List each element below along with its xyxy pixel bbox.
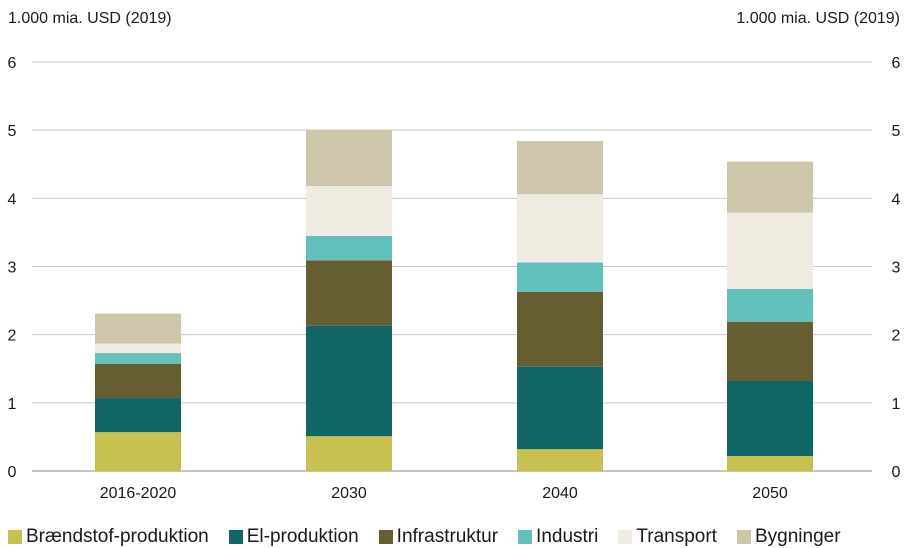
bar-segment — [727, 381, 813, 457]
legend-item: Industri — [518, 526, 598, 548]
legend-item: El-produktion — [228, 526, 359, 548]
y-tick-label-left: 4 — [8, 191, 17, 208]
legend-swatch — [736, 530, 751, 544]
legend-item: Infrastruktur — [378, 526, 499, 548]
x-tick-label: 2040 — [542, 485, 578, 502]
y-tick-label-right: 1 — [892, 396, 901, 413]
bar-segment — [517, 449, 603, 471]
y-axis-unit-left: 1.000 mia. USD (2019) — [8, 10, 172, 27]
y-tick-label-left: 2 — [8, 328, 17, 345]
legend-label: Bygninger — [754, 526, 841, 547]
bar-segment — [95, 432, 181, 471]
bar-segment — [95, 313, 181, 344]
x-tick-label: 2050 — [752, 485, 788, 502]
bar-segment — [95, 398, 181, 433]
y-axis-unit-right: 1.000 mia. USD (2019) — [736, 10, 900, 27]
y-tick-label-left: 0 — [8, 464, 17, 481]
y-tick-label-right: 0 — [892, 464, 901, 481]
bar-segment — [95, 363, 181, 399]
legend-swatch — [518, 530, 533, 544]
bar-segment — [306, 260, 392, 326]
legend-swatch — [378, 530, 393, 544]
chart-legend: Brændstof-produktion El-produktion Infrast… — [8, 526, 841, 548]
legend-label: Infrastruktur — [396, 526, 499, 547]
bar-segment — [517, 141, 603, 195]
legend-item: Transport — [618, 526, 717, 548]
legend-label: Brændstof-produktion — [26, 526, 209, 547]
y-tick-label-left: 6 — [8, 55, 17, 72]
legend-label: Industri — [536, 526, 599, 547]
bar-segment — [517, 262, 603, 292]
bar-segment — [306, 129, 392, 187]
bar-segment — [727, 212, 813, 289]
y-tick-label-right: 3 — [892, 260, 901, 277]
bar-segment — [306, 186, 392, 236]
bar-segment — [306, 325, 392, 437]
legend-item: Brændstof-produktion — [8, 526, 209, 548]
y-tick-label-right: 6 — [892, 55, 901, 72]
legend-label: El-produktion — [246, 526, 359, 547]
bar-segment — [727, 321, 813, 382]
bar-segment — [727, 288, 813, 322]
bar-segment — [517, 366, 603, 450]
legend-swatch — [8, 530, 22, 544]
y-tick-label-left: 3 — [8, 260, 17, 277]
bar-segment — [306, 235, 392, 261]
legend-swatch — [618, 530, 633, 544]
bar-segment — [727, 456, 813, 471]
bar-segment — [727, 161, 813, 213]
y-tick-label-right: 2 — [892, 328, 901, 345]
legend-swatch — [228, 530, 243, 544]
bar-segment — [95, 343, 181, 354]
y-tick-label-left: 5 — [8, 123, 17, 140]
legend-item: Bygninger — [736, 526, 841, 548]
bar-segment — [95, 353, 181, 364]
bar-segment — [517, 194, 603, 263]
y-tick-label-left: 1 — [8, 396, 17, 413]
x-tick-label: 2016-2020 — [100, 485, 177, 502]
bar-segment — [517, 291, 603, 367]
x-tick-label: 2030 — [331, 485, 367, 502]
y-tick-label-right: 4 — [892, 191, 901, 208]
y-tick-label-right: 5 — [892, 123, 901, 140]
bar-segment — [306, 436, 392, 471]
legend-label: Transport — [636, 526, 717, 547]
